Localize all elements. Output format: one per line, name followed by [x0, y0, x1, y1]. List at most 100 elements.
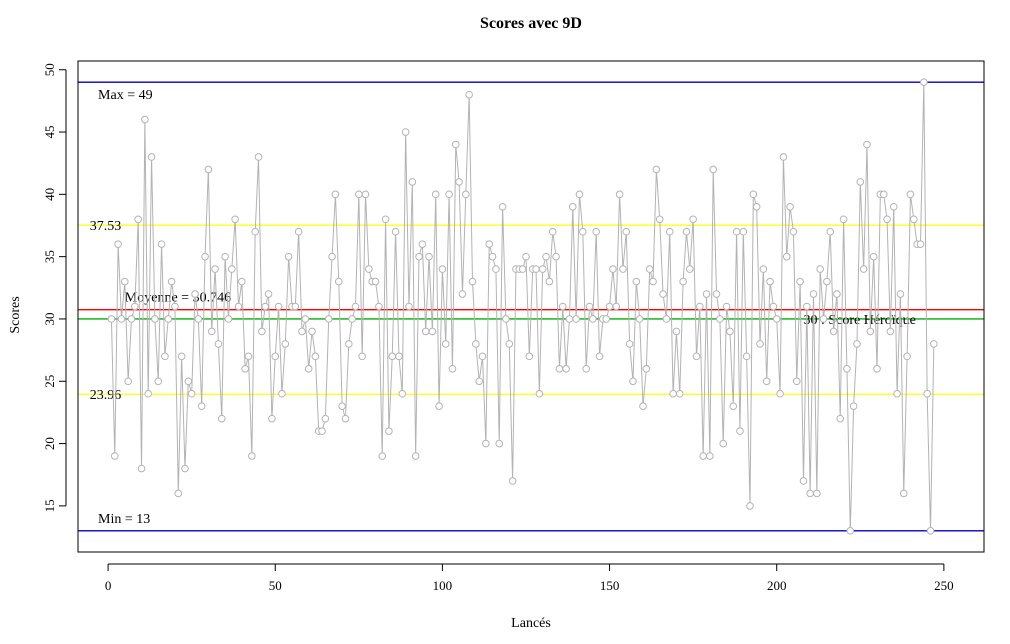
data-point — [659, 290, 667, 298]
data-point — [345, 340, 353, 348]
data-point — [431, 190, 440, 199]
data-point — [746, 502, 754, 510]
data-point — [889, 203, 898, 211]
data-point — [565, 315, 574, 323]
data-point — [699, 452, 707, 460]
data-point — [141, 115, 149, 124]
data-point — [555, 365, 564, 373]
data-point — [662, 315, 671, 323]
data-point — [552, 252, 560, 261]
data-point — [468, 277, 477, 286]
data-point — [398, 389, 407, 398]
data-point — [498, 203, 507, 211]
data-point — [438, 265, 447, 273]
data-point — [321, 414, 330, 423]
data-point — [866, 327, 875, 336]
data-point — [846, 527, 855, 535]
data-point — [117, 315, 126, 323]
data-point — [217, 414, 226, 423]
data-point — [716, 315, 724, 323]
data-point — [462, 190, 470, 199]
data-point — [458, 290, 467, 298]
data-point — [826, 227, 835, 236]
data-point — [839, 215, 848, 224]
data-point — [114, 240, 122, 248]
data-point — [107, 315, 116, 323]
chart-title: Scores avec 9D — [480, 15, 582, 32]
data-point — [137, 464, 146, 473]
data-point — [749, 190, 758, 199]
reference-line-label: 30 : Score Héroïque — [803, 313, 915, 328]
data-point — [278, 389, 286, 398]
x-tick-label: 200 — [767, 578, 787, 593]
data-point — [201, 252, 209, 261]
data-point — [696, 302, 704, 311]
data-point — [926, 527, 935, 535]
reference-line-label: Moyenne = 30.746 — [125, 291, 231, 306]
data-point — [331, 190, 340, 199]
data-point — [231, 215, 239, 224]
data-point — [869, 252, 878, 261]
data-point — [916, 240, 925, 248]
data-point — [899, 489, 908, 498]
data-point — [411, 452, 420, 460]
data-point — [518, 265, 527, 273]
data-point — [167, 277, 176, 286]
data-point — [448, 365, 457, 373]
data-point — [719, 439, 728, 448]
data-point — [157, 240, 166, 248]
data-point — [920, 78, 928, 86]
data-point — [722, 302, 731, 311]
data-point — [284, 252, 293, 261]
data-point — [522, 252, 530, 261]
reference-line-label: 23.96 — [90, 388, 122, 403]
data-point — [445, 190, 453, 199]
y-axis: 15 20 25 30 35 40 45 50 — [42, 63, 67, 512]
data-point — [863, 140, 871, 149]
data-point — [612, 302, 621, 311]
x-tick-label: 150 — [600, 578, 620, 593]
data-point — [131, 302, 139, 311]
data-point — [568, 203, 577, 211]
data-point — [873, 365, 881, 373]
data-point — [465, 90, 473, 99]
data-point — [421, 327, 430, 336]
y-axis-label: Scores — [8, 296, 23, 333]
data-point — [361, 190, 370, 199]
data-point — [893, 389, 901, 398]
data-point — [752, 203, 761, 211]
data-point — [478, 352, 487, 361]
data-point — [886, 327, 895, 336]
data-point — [475, 377, 483, 386]
data-point — [769, 302, 778, 311]
data-point — [328, 252, 336, 261]
data-point — [338, 402, 346, 411]
data-point — [378, 452, 387, 460]
data-point — [675, 389, 684, 398]
y-tick-label: 25 — [42, 375, 57, 388]
y-tick-label: 15 — [42, 499, 57, 512]
data-point — [762, 377, 771, 386]
data-point — [813, 489, 821, 498]
data-point — [164, 315, 173, 323]
data-point — [602, 315, 611, 323]
data-point — [351, 302, 360, 311]
data-point — [779, 153, 788, 161]
data-point — [425, 252, 433, 261]
x-tick-label: 0 — [105, 578, 112, 593]
data-point — [726, 327, 734, 336]
data-point — [151, 315, 159, 323]
data-point — [535, 389, 544, 398]
data-point — [729, 402, 738, 411]
data-point — [829, 327, 838, 336]
data-point — [274, 302, 283, 311]
data-point — [254, 153, 263, 161]
data-point — [355, 190, 363, 199]
data-point — [625, 340, 634, 348]
x-tick-label: 50 — [269, 578, 282, 593]
data-point — [308, 327, 316, 336]
data-point — [371, 277, 380, 286]
data-point — [652, 165, 661, 174]
data-point — [388, 352, 397, 361]
